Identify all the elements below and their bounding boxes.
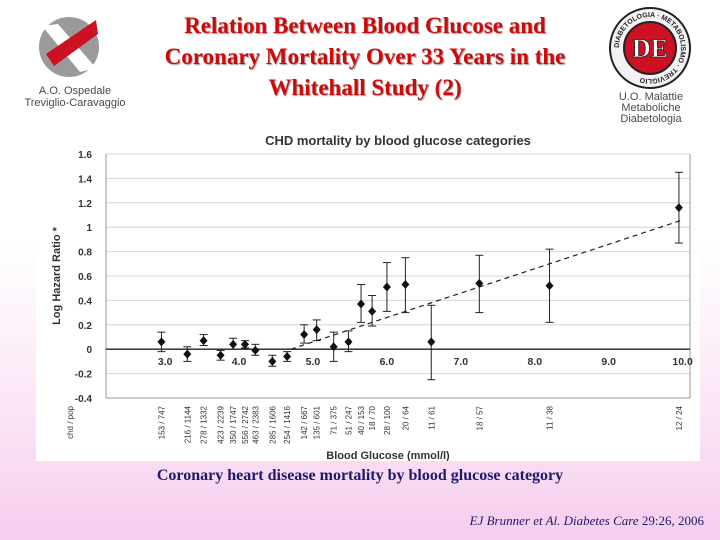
y-tick-label: -0.4: [75, 394, 93, 405]
data-point: [157, 337, 166, 347]
slide-title: Relation Between Blood Glucose and Coron…: [164, 13, 566, 100]
count-label: 18 / 57: [475, 405, 484, 430]
data-point: [475, 278, 484, 288]
count-label: 11 / 61: [427, 405, 436, 429]
data-point: [368, 306, 377, 316]
data-point: [401, 280, 410, 290]
x-tick-label: 7.0: [454, 356, 469, 368]
count-label: 20 / 64: [401, 405, 410, 430]
data-point: [229, 339, 238, 349]
data-point: [674, 203, 683, 213]
citation-authors: EJ Brunner et Al. Diabetes Care: [469, 513, 639, 528]
count-label: 28 / 100: [383, 405, 392, 434]
x-tick-label: 6.0: [380, 356, 395, 368]
y-tick-label: -0.2: [75, 370, 93, 381]
count-label: 278 / 1332: [200, 405, 209, 443]
data-point: [427, 337, 436, 347]
citation: EJ Brunner et Al. Diabetes Care 29:26, 2…: [470, 513, 704, 529]
data-point: [357, 299, 366, 309]
unit-name-line2: Metaboliche: [621, 102, 681, 114]
y-tick-label: 1.6: [78, 150, 92, 161]
data-point: [240, 339, 249, 349]
chart-panel: CHD mortality by blood glucose categorie…: [36, 126, 700, 462]
data-point: [382, 282, 391, 292]
count-label: 423 / 2239: [217, 405, 226, 443]
data-point: [216, 350, 225, 360]
count-label: 556 / 2742: [241, 405, 250, 443]
data-point: [183, 349, 192, 359]
y-tick-label: 1: [86, 223, 92, 234]
hospital-logo: [39, 17, 99, 77]
logo-red-stroke: [46, 20, 98, 66]
y-axis-label: Log Hazard Ratio *: [51, 226, 63, 325]
count-label: 216 / 1144: [183, 405, 192, 443]
data-point: [344, 337, 353, 347]
data-point: [251, 345, 260, 355]
y-tick-label: 0: [86, 345, 92, 356]
count-label: 135 / 601: [313, 405, 322, 439]
data-point: [300, 330, 309, 340]
unit-name-line1: U.O. Malattie: [618, 92, 684, 103]
count-label: 18 / 70: [368, 405, 377, 430]
count-label: 254 / 1416: [283, 405, 292, 443]
count-label: 51 / 247: [344, 405, 353, 434]
chd-mortality-chart: CHD mortality by blood glucose categorie…: [51, 133, 693, 462]
chart-title: CHD mortality by blood glucose categorie…: [265, 133, 531, 148]
x-tick-label: 5.0: [306, 356, 321, 368]
count-label: 71 / 375: [330, 405, 339, 434]
count-label: 142 / 667: [300, 405, 309, 439]
count-label: 153 / 747: [157, 405, 166, 439]
x-tick-label: 3.0: [158, 356, 173, 368]
x-axis-label: Blood Glucose (mmol/l): [326, 450, 450, 461]
x-tick-label: 10.0: [672, 356, 693, 368]
count-header: chd / pop: [66, 405, 75, 438]
y-tick-label: 1.4: [78, 174, 92, 185]
chart-caption: Coronary heart disease mortality by bloo…: [156, 467, 564, 484]
data-point: [312, 325, 321, 335]
y-tick-label: 0.4: [78, 296, 92, 307]
data-point: [199, 336, 208, 346]
trend-line: [290, 219, 683, 350]
hospital-name-line1: A.O. Ospedale: [38, 85, 112, 97]
seal-inner-disc: [623, 21, 677, 75]
y-tick-label: 0.6: [78, 272, 92, 283]
citation-ref: 29:26, 2006: [638, 513, 704, 528]
count-label: 40 / 153: [357, 405, 366, 434]
y-tick-label: 0.2: [78, 321, 92, 332]
count-label: 463 / 2383: [251, 405, 260, 443]
x-tick-label: 4.0: [232, 356, 247, 368]
hospital-name: A.O. Ospedale Treviglio-Caravaggio: [0, 85, 150, 109]
count-label: 350 / 1747: [229, 405, 238, 443]
hospital-name-line2: Treviglio-Caravaggio: [24, 97, 126, 109]
count-label: 285 / 1606: [268, 405, 277, 443]
count-label: 12 / 24: [675, 405, 684, 430]
data-point: [268, 356, 277, 366]
data-point: [283, 352, 292, 362]
unit-name: U.O. Malattie Metaboliche Diabetologia: [596, 92, 706, 126]
seal-letters: DE: [632, 34, 668, 63]
unit-name-line3: Diabetologia: [620, 113, 682, 125]
y-tick-label: 1.2: [78, 199, 92, 210]
count-label: 11 / 38: [546, 405, 555, 429]
data-point: [545, 281, 554, 291]
data-point: [329, 342, 338, 352]
x-tick-label: 9.0: [601, 356, 616, 368]
y-tick-label: 0.8: [78, 248, 92, 259]
x-tick-label: 8.0: [527, 356, 542, 368]
diabetology-seal-logo: DIABETOLOGIA · METABOLISMO · TREVIGLIO D…: [609, 7, 691, 89]
